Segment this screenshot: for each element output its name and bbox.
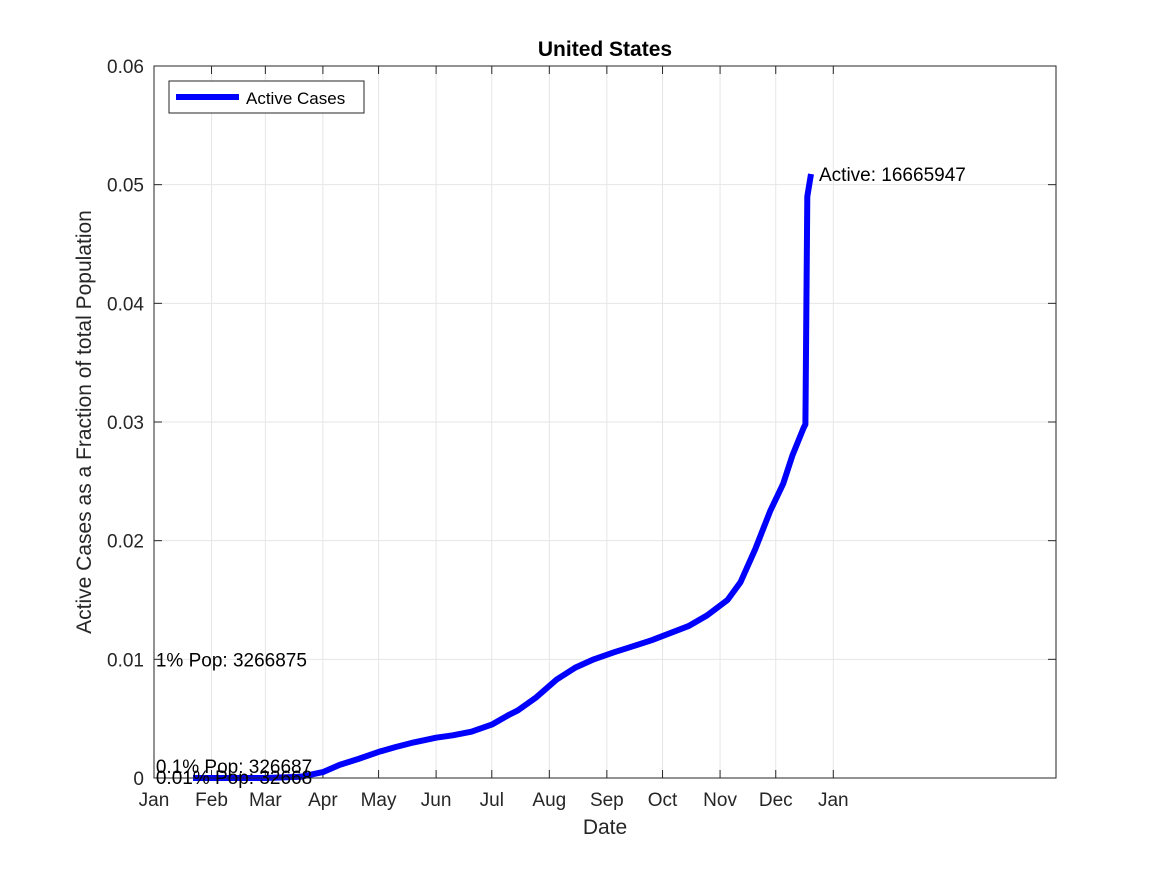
y-tick-label: 0.03 bbox=[107, 413, 144, 434]
annotations: Active: 16665947 1% Pop: 3266875 0.1% Pop:… bbox=[156, 165, 966, 789]
x-tick-label: Aug bbox=[532, 790, 566, 811]
legend: Active Cases bbox=[168, 80, 365, 114]
annotation-label: Active: 16665947 bbox=[819, 165, 966, 186]
legend-label: Active Cases bbox=[246, 89, 345, 108]
x-tick-label: Jan bbox=[139, 790, 170, 811]
x-tick-label: Apr bbox=[308, 790, 338, 811]
plot-frame bbox=[153, 65, 1057, 779]
grid bbox=[154, 66, 1056, 778]
series-line-active-cases bbox=[193, 173, 814, 781]
chart-title: United States bbox=[538, 38, 672, 61]
x-tick-label: Jun bbox=[421, 790, 452, 811]
y-tick-label: 0.05 bbox=[107, 176, 144, 197]
x-tick-label: Oct bbox=[648, 790, 678, 811]
x-tick-label: Dec bbox=[759, 790, 793, 811]
x-tick-label: Mar bbox=[249, 790, 282, 811]
y-tick-label: 0.01 bbox=[107, 650, 144, 671]
x-tick-label: May bbox=[361, 790, 397, 811]
x-tick-label: Sep bbox=[590, 790, 624, 811]
y-tick-labels: 0 0.01 0.02 0.03 0.04 0.05 0.06 bbox=[107, 57, 144, 790]
x-tick-label: Jul bbox=[480, 790, 504, 811]
x-tick-label: Nov bbox=[703, 790, 737, 811]
y-tick-label: 0 bbox=[133, 769, 144, 790]
x-tick-label: Jan bbox=[818, 790, 849, 811]
y-tick-label: 0.02 bbox=[107, 532, 144, 553]
annotation-label: 0.1% Pop: 326687 bbox=[156, 757, 312, 778]
x-tick-labels: Jan Feb Mar Apr May Jun Jul Aug Sep Oct Nov Dec Jan bbox=[139, 790, 849, 811]
y-tick-label: 0.04 bbox=[107, 294, 144, 315]
annotation-label: 1% Pop: 3266875 bbox=[156, 650, 307, 671]
x-tick-label: Feb bbox=[195, 790, 228, 811]
y-axis-label: Active Cases as a Fraction of total Popu… bbox=[73, 210, 96, 634]
series-layer bbox=[193, 173, 814, 781]
annotation-label: 0.01% Pop: 32668 bbox=[156, 768, 312, 789]
x-axis-label: Date bbox=[583, 816, 627, 839]
y-tick-label: 0.06 bbox=[107, 57, 144, 78]
